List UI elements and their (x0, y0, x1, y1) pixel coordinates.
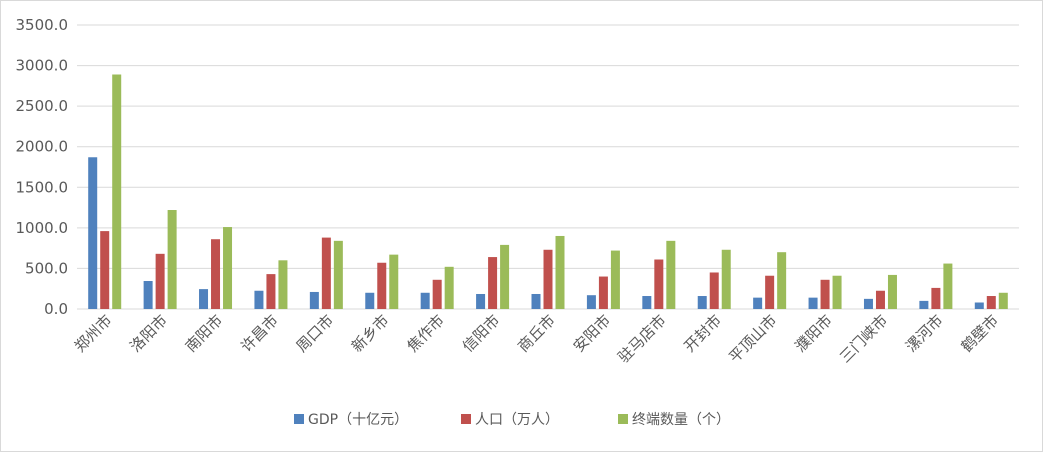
bar (444, 266, 454, 309)
x-tick-label: 郑州市 (71, 311, 116, 356)
x-tick-label: 漯河市 (902, 311, 947, 356)
x-tick-label: 焦作市 (403, 311, 448, 356)
bars (88, 74, 1008, 309)
bar (919, 300, 929, 309)
bar (155, 253, 165, 309)
y-tick-label: 0.0 (44, 300, 68, 318)
legend-swatch (294, 414, 304, 424)
x-tick-label: 濮阳市 (791, 311, 836, 356)
bar (112, 74, 122, 309)
bar (365, 292, 375, 309)
bar (974, 302, 984, 309)
bar (500, 244, 510, 309)
bar (100, 231, 110, 309)
bar (986, 296, 996, 309)
bar (753, 297, 763, 309)
bar (309, 291, 319, 309)
x-tick-label: 新乡市 (348, 311, 393, 356)
bar (223, 227, 233, 309)
bar (709, 272, 719, 309)
x-tick-label: 开封市 (681, 311, 726, 356)
legend-label: GDP（十亿元） (308, 412, 408, 428)
bar (389, 254, 399, 309)
x-tick-label: 信阳市 (459, 311, 504, 356)
x-tick-label: 商丘市 (514, 311, 559, 356)
legend-label: 终端数量（个） (632, 412, 730, 428)
bar (88, 157, 98, 309)
bar (555, 235, 565, 309)
gridlines (77, 24, 1019, 310)
bar (887, 274, 897, 309)
y-tick-label: 500.0 (25, 259, 68, 277)
bar (642, 296, 652, 309)
y-tick-label: 1500.0 (16, 178, 69, 196)
bar (598, 276, 608, 309)
x-tick-label: 平顶山市 (725, 311, 780, 366)
bar (931, 287, 941, 309)
y-tick-label: 2500.0 (16, 97, 69, 115)
bar (377, 262, 387, 309)
bar (765, 275, 775, 309)
x-tick-label: 洛阳市 (126, 311, 171, 356)
bar (777, 252, 787, 309)
bar (586, 295, 596, 309)
bar (543, 249, 553, 309)
y-tick-label: 3000.0 (16, 57, 69, 75)
bar (697, 296, 707, 309)
bar (143, 281, 153, 309)
x-tick-label: 安阳市 (570, 311, 615, 356)
bar (321, 237, 331, 309)
legend-swatch (618, 414, 628, 424)
y-axis-tick-labels: 0.0 500.0 1000.0 1500.0 2000.0 2500.0 3000.0 35… (16, 16, 69, 318)
bar (432, 279, 442, 309)
bar (832, 275, 842, 309)
bar (199, 289, 209, 309)
bar (211, 239, 221, 309)
bar (943, 263, 953, 309)
y-tick-label: 2000.0 (16, 138, 69, 156)
x-tick-label: 周口市 (293, 311, 338, 356)
bar (266, 274, 276, 309)
bar (721, 249, 731, 309)
bar (333, 240, 343, 309)
legend-label: 人口（万人） (475, 412, 559, 428)
bar (998, 292, 1008, 309)
bar (488, 257, 498, 309)
bar (654, 259, 664, 309)
y-tick-label: 1000.0 (16, 219, 69, 237)
bar (808, 297, 818, 309)
x-tick-label: 南阳市 (182, 311, 227, 356)
bar (820, 279, 830, 309)
x-tick-label: 鹤壁市 (958, 311, 1003, 356)
bar (167, 210, 177, 309)
bar (531, 293, 541, 309)
bar (666, 240, 676, 309)
legend-swatch (461, 414, 471, 424)
bar (863, 298, 873, 309)
x-axis-category-labels: 郑州市 洛阳市 南阳市 许昌市 周口市 新乡市 焦作市 信阳市 商丘市 安阳市 驻马店市 开封市 平顶山… (71, 311, 1002, 366)
bar (610, 250, 620, 309)
bar (875, 290, 885, 309)
x-tick-label: 驻马店市 (614, 311, 669, 366)
bar (420, 292, 430, 309)
x-tick-label: 三门峡市 (836, 311, 891, 366)
bar (476, 293, 486, 309)
y-tick-label: 3500.0 (16, 16, 69, 34)
x-tick-label: 许昌市 (237, 311, 282, 356)
bar (254, 290, 264, 309)
legend: GDP（十亿元） 人口（万人） 终端数量（个） (294, 412, 730, 428)
bar (278, 260, 288, 309)
